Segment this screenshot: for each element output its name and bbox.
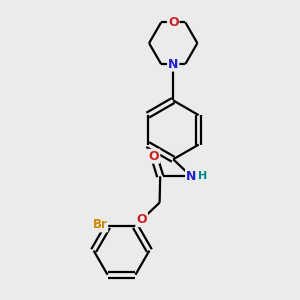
Text: O: O [168,16,178,29]
Text: O: O [149,150,159,163]
Text: Br: Br [92,218,107,231]
Text: H: H [198,171,208,181]
Text: N: N [186,170,196,183]
Text: O: O [136,213,147,226]
Text: N: N [168,58,178,70]
